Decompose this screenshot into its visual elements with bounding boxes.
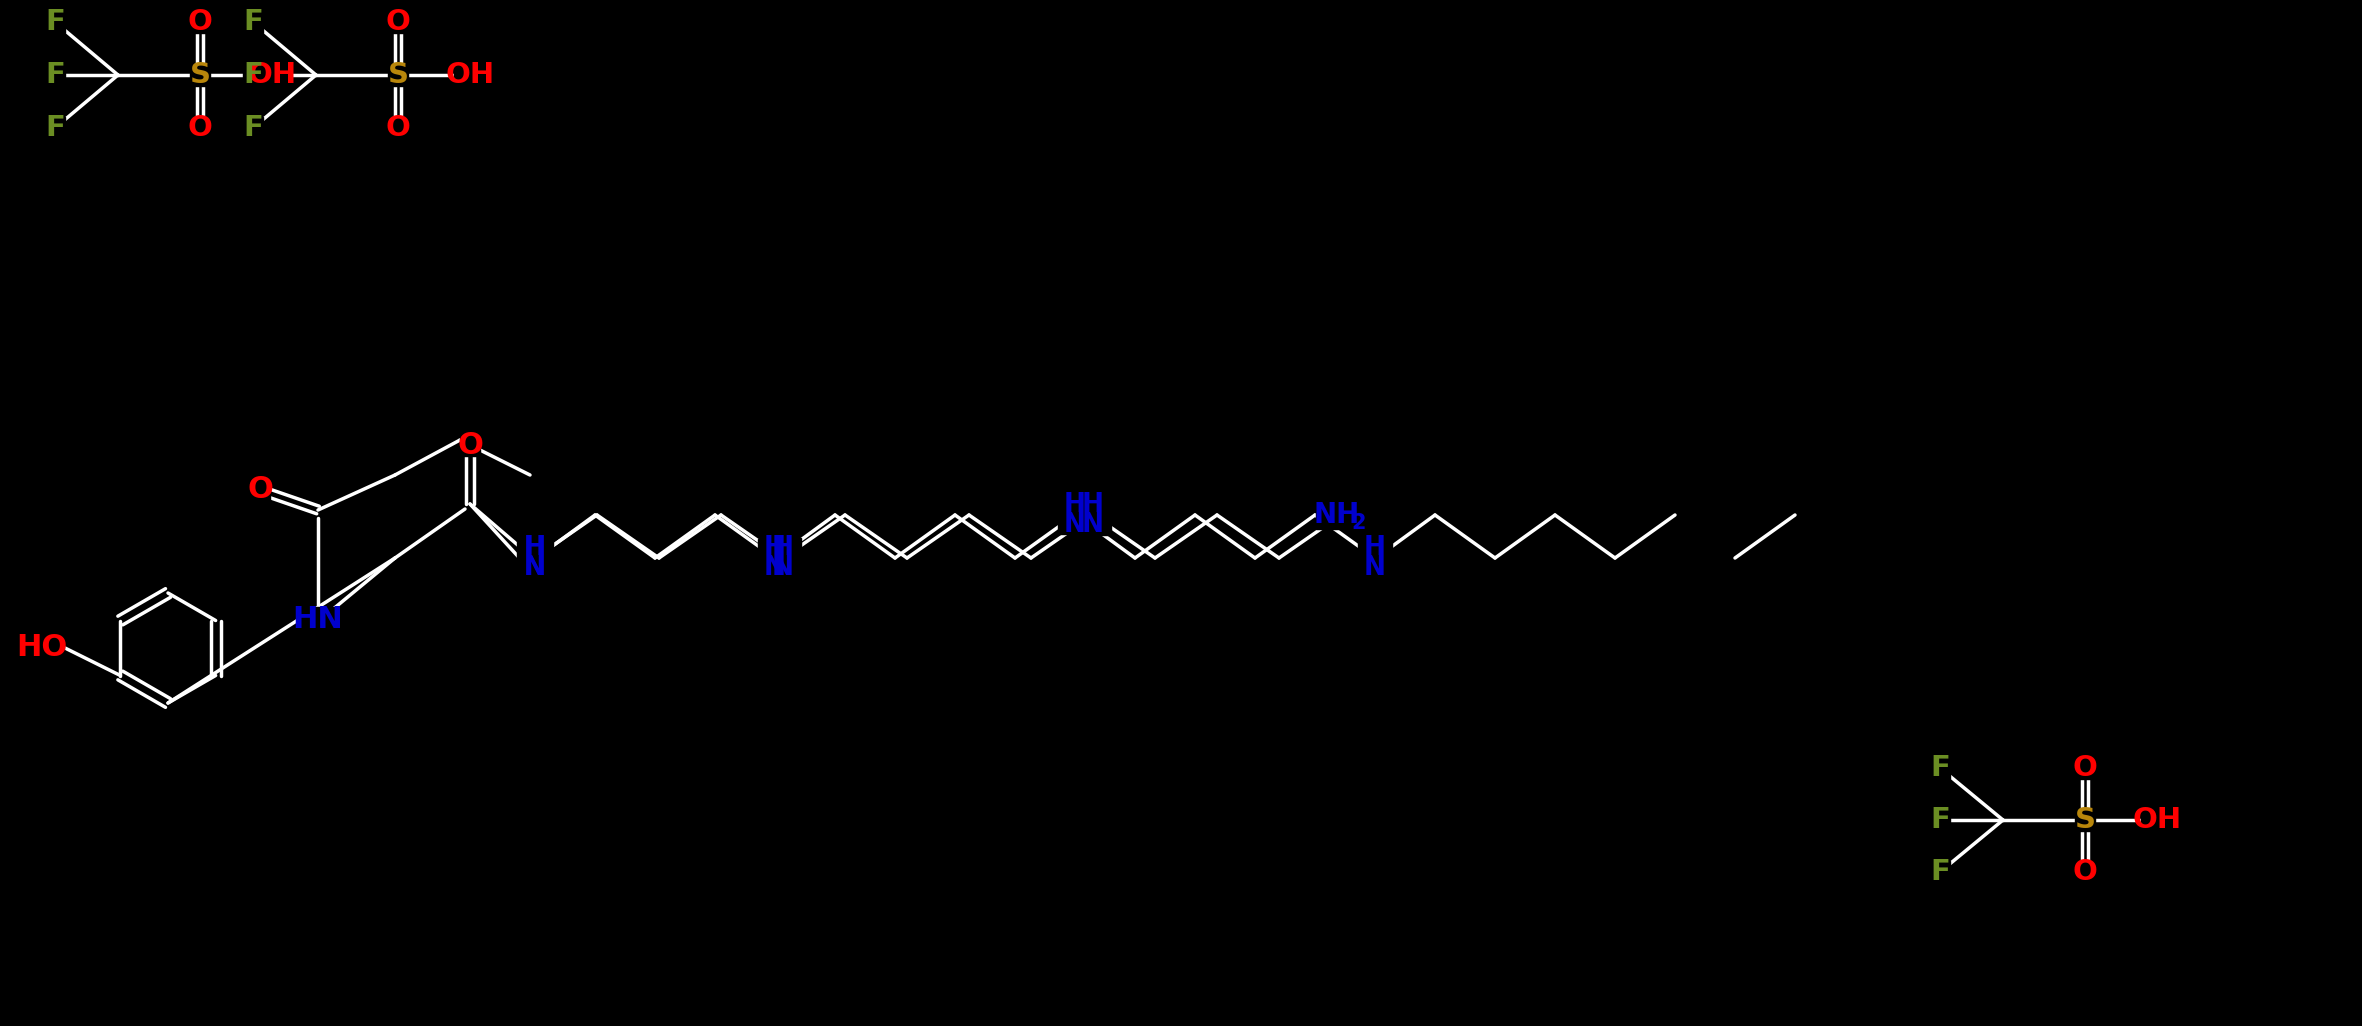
Text: O: O (385, 114, 411, 142)
Bar (387, 11, 409, 33)
Text: O: O (187, 114, 213, 142)
Bar (189, 11, 210, 33)
Bar (189, 64, 210, 86)
Bar (300, 607, 335, 633)
Text: 2: 2 (1351, 513, 1365, 532)
Text: HO: HO (17, 633, 68, 663)
Text: F: F (243, 114, 262, 142)
Bar (243, 117, 262, 139)
Bar (45, 117, 66, 139)
Bar (1075, 495, 1110, 535)
Text: HN: HN (293, 605, 342, 634)
Bar (45, 11, 66, 33)
Text: O: O (248, 475, 274, 505)
Text: H: H (524, 535, 546, 561)
Bar (2074, 861, 2095, 883)
Text: F: F (45, 61, 64, 89)
Text: O: O (458, 431, 482, 460)
Text: N: N (524, 555, 546, 581)
Text: H: H (524, 535, 546, 561)
Text: H: H (1363, 535, 1386, 561)
Bar (243, 11, 262, 33)
Bar (2074, 757, 2095, 779)
Text: O: O (385, 8, 411, 36)
Text: OH: OH (248, 61, 298, 89)
Bar (1930, 861, 1951, 883)
Text: F: F (1930, 806, 1951, 834)
Text: N: N (763, 555, 787, 581)
Text: F: F (45, 8, 64, 36)
Text: F: F (1930, 754, 1951, 782)
Bar (1930, 757, 1951, 779)
Text: F: F (1930, 858, 1951, 886)
Text: F: F (45, 114, 64, 142)
Bar (2074, 808, 2095, 831)
Bar (517, 539, 553, 577)
Text: H: H (1082, 492, 1103, 518)
Bar (461, 434, 479, 456)
Bar (1930, 808, 1951, 831)
Text: N: N (772, 555, 794, 581)
Text: N: N (524, 555, 546, 581)
Text: OH: OH (446, 61, 494, 89)
Text: N: N (1063, 512, 1087, 538)
Bar (1358, 539, 1391, 577)
Text: H: H (772, 535, 794, 561)
Bar (255, 64, 288, 86)
Bar (1316, 501, 1365, 529)
Bar (1058, 496, 1091, 534)
Bar (19, 636, 64, 660)
Bar (243, 64, 262, 86)
Text: OH: OH (2133, 806, 2182, 834)
Bar (189, 117, 210, 139)
Text: H: H (763, 535, 787, 561)
Bar (2140, 808, 2173, 831)
Text: F: F (243, 8, 262, 36)
Text: S: S (387, 61, 409, 89)
Text: F: F (243, 61, 262, 89)
Text: N: N (1363, 555, 1386, 581)
Text: H: H (1063, 492, 1087, 518)
Text: O: O (2071, 754, 2097, 782)
Bar (517, 538, 553, 578)
Text: N: N (1082, 512, 1103, 538)
Text: S: S (2074, 806, 2095, 834)
Bar (758, 539, 791, 577)
Text: O: O (2071, 858, 2097, 886)
Bar (454, 64, 487, 86)
Bar (250, 479, 269, 501)
Bar (45, 64, 66, 86)
Bar (387, 117, 409, 139)
Bar (387, 64, 409, 86)
Text: O: O (187, 8, 213, 36)
Text: NH: NH (1313, 501, 1361, 529)
Bar (765, 538, 801, 578)
Text: S: S (189, 61, 210, 89)
